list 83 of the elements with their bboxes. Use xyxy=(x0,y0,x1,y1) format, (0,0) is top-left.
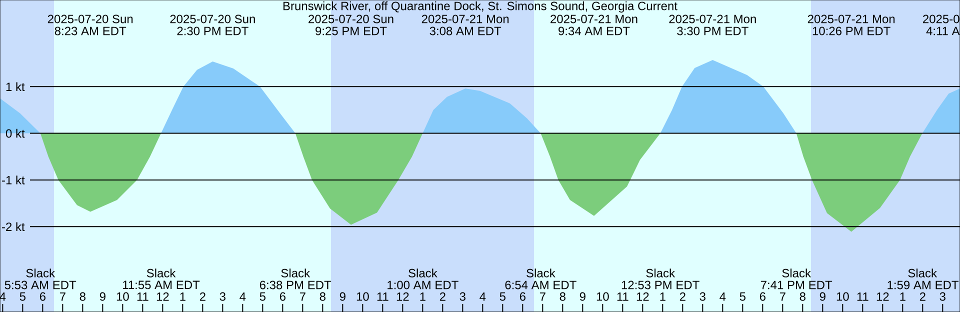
annotation: Slack xyxy=(646,268,676,278)
annotation: Slack xyxy=(26,268,56,278)
x-tick-label: 4 xyxy=(720,292,726,301)
annotation: Slack xyxy=(782,268,812,278)
chart-title: Brunswick River, off Quarantine Dock, St. Simons Sound, Georgia Current xyxy=(283,1,678,13)
x-tick-label: 5 xyxy=(260,292,266,301)
x-tick-label: 4 xyxy=(480,292,486,301)
annotation: 2:30 PM EDT xyxy=(177,26,248,36)
annotation: Slack xyxy=(526,268,556,278)
annotation: Slack xyxy=(146,268,176,278)
annotation: 3:08 AM EDT xyxy=(430,26,502,36)
annotation: 5:53 AM EDT xyxy=(4,280,76,290)
y-tick-label: 1 kt xyxy=(6,82,25,92)
annotation: 7:41 PM EDT xyxy=(760,280,832,290)
x-tick-label: 7 xyxy=(780,292,786,301)
annotation: 9:25 PM EDT xyxy=(316,26,387,36)
x-tick-label: 1 xyxy=(900,292,906,301)
x-tick-label: 8 xyxy=(800,292,806,301)
annotation: 2025-07-20 Sun xyxy=(308,14,394,24)
annotation: 11:55 AM EDT xyxy=(123,280,200,290)
annotation: 3:30 PM EDT xyxy=(677,26,748,36)
x-tick-label: 6 xyxy=(760,292,766,301)
x-tick-label: 1 xyxy=(660,292,666,301)
x-tick-label: 8 xyxy=(320,292,326,301)
annotation: 2025-0 xyxy=(923,14,960,24)
x-tick-label: 1 xyxy=(180,292,186,301)
x-tick-label: 7 xyxy=(300,292,306,301)
annotation: 6:54 AM EDT xyxy=(505,280,576,290)
x-tick-label: 6 xyxy=(40,292,46,301)
annotation: 9:34 AM EDT xyxy=(558,26,630,36)
x-tick-label: 7 xyxy=(540,292,546,301)
x-tick-label: 10 xyxy=(116,292,129,301)
x-tick-label: 8 xyxy=(80,292,86,301)
x-tick-label: 9 xyxy=(100,292,106,301)
x-tick-label: 6 xyxy=(520,292,526,301)
x-tick-label: 5 xyxy=(20,292,26,301)
x-tick-label: 10 xyxy=(596,292,609,301)
x-tick-label: 5 xyxy=(500,292,506,301)
x-tick-label: 10 xyxy=(356,292,369,301)
annotation: 2025-07-21 Mon xyxy=(669,14,756,24)
annotation: 1:59 AM EDT xyxy=(888,280,959,290)
annotation: Slack xyxy=(281,268,310,278)
x-tick-label: 9 xyxy=(340,292,346,301)
y-tick-label: 0 kt xyxy=(6,128,25,138)
x-tick-label: 9 xyxy=(820,292,826,301)
annotation: 12:53 PM EDT xyxy=(622,280,700,290)
x-tick-label: 10 xyxy=(836,292,849,301)
annotation: Slack xyxy=(908,268,938,278)
x-tick-label: 11 xyxy=(617,292,628,301)
x-tick-label: 3 xyxy=(460,292,466,301)
x-tick-label: 12 xyxy=(396,292,409,301)
annotation: 1:00 AM EDT xyxy=(388,280,458,290)
annotation: 6:38 PM EDT xyxy=(260,280,332,290)
annotation: 8:23 AM EDT xyxy=(54,26,126,36)
x-tick-label: 1 xyxy=(420,292,426,301)
x-tick-label: 2 xyxy=(200,292,206,301)
x-tick-label: 12 xyxy=(876,292,889,301)
annotation: 2025-07-20 Sun xyxy=(170,14,255,24)
x-tick-label: 11 xyxy=(137,292,148,301)
annotation: 2025-07-21 Mon xyxy=(550,14,638,24)
y-tick-label: -1 kt xyxy=(2,176,25,184)
x-tick-label: 12 xyxy=(636,292,649,301)
annotation: 2025-07-20 Sun xyxy=(48,14,133,24)
x-tick-label: 8 xyxy=(560,292,566,301)
x-tick-label: 4 xyxy=(240,292,246,301)
annotation: 2025-07-21 Mon xyxy=(808,14,895,24)
x-tick-label: 3 xyxy=(940,292,946,301)
annotation: 10:26 PM EDT xyxy=(812,26,890,36)
x-tick-label: 11 xyxy=(857,292,868,301)
x-tick-label: 3 xyxy=(700,292,706,301)
x-tick-label: 2 xyxy=(920,292,926,301)
annotation: 2025-07-21 Mon xyxy=(422,14,509,24)
annotation: Slack xyxy=(408,268,438,278)
x-tick-label: 12 xyxy=(156,292,169,301)
x-tick-label: 11 xyxy=(377,292,388,301)
y-tick-label: -2 kt xyxy=(2,222,25,232)
x-tick-label: 2 xyxy=(440,292,446,301)
x-tick-label: 6 xyxy=(280,292,286,301)
x-tick-label: 2 xyxy=(680,292,686,301)
x-tick-label: 7 xyxy=(60,292,66,301)
x-tick-label: 5 xyxy=(740,292,746,301)
x-tick-label: 9 xyxy=(580,292,586,301)
x-tick-label: 3 xyxy=(220,292,226,301)
